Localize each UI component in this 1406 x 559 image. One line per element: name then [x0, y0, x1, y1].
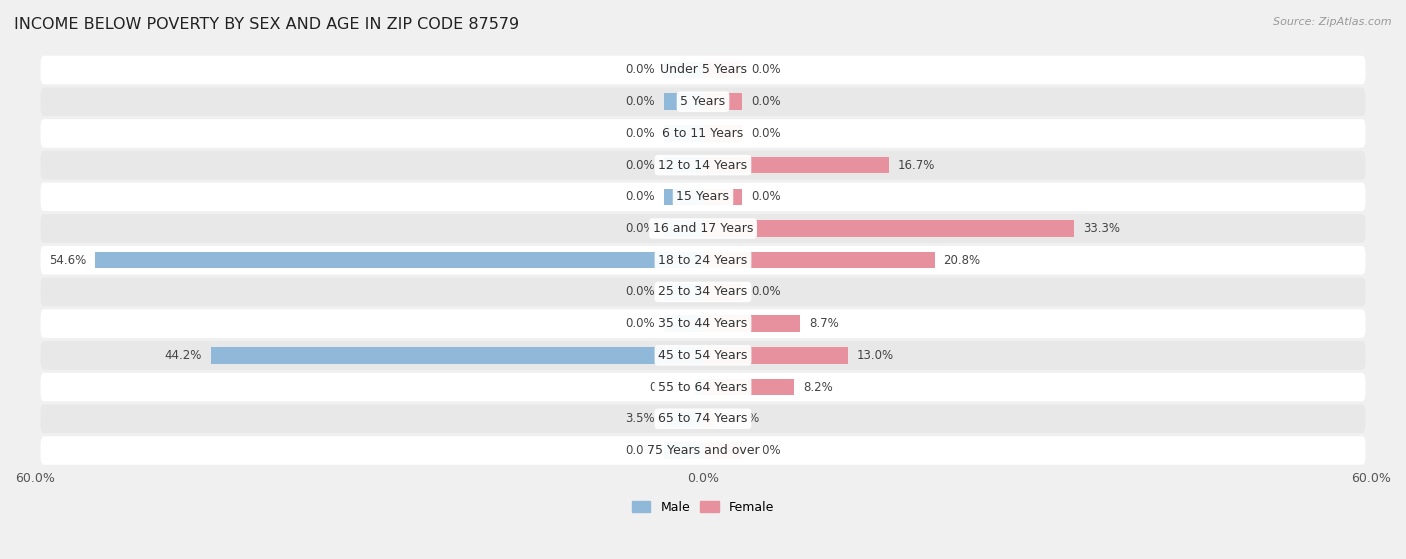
- Bar: [703, 379, 794, 395]
- Bar: [703, 93, 742, 110]
- Text: 16.7%: 16.7%: [898, 159, 935, 172]
- Text: 8.7%: 8.7%: [808, 317, 838, 330]
- Bar: [703, 188, 742, 205]
- FancyBboxPatch shape: [41, 309, 1365, 338]
- Text: 0.0%: 0.0%: [626, 159, 655, 172]
- Bar: [664, 315, 703, 332]
- Bar: [664, 188, 703, 205]
- Bar: [703, 315, 800, 332]
- Bar: [703, 410, 713, 427]
- Bar: [695, 379, 703, 395]
- Text: 0.0%: 0.0%: [626, 95, 655, 108]
- Text: 0.0%: 0.0%: [751, 190, 780, 203]
- Text: 0.0%: 0.0%: [626, 444, 655, 457]
- Text: 6 to 11 Years: 6 to 11 Years: [662, 127, 744, 140]
- Bar: [703, 347, 848, 363]
- Bar: [664, 125, 703, 141]
- FancyBboxPatch shape: [41, 405, 1365, 433]
- FancyBboxPatch shape: [41, 278, 1365, 306]
- Text: 13.0%: 13.0%: [856, 349, 894, 362]
- Bar: [703, 220, 1074, 237]
- Text: 35 to 44 Years: 35 to 44 Years: [658, 317, 748, 330]
- Text: 55 to 64 Years: 55 to 64 Years: [658, 381, 748, 394]
- Bar: [664, 157, 703, 173]
- Text: 20.8%: 20.8%: [943, 254, 980, 267]
- Bar: [703, 157, 889, 173]
- Text: 65 to 74 Years: 65 to 74 Years: [658, 413, 748, 425]
- FancyBboxPatch shape: [41, 436, 1365, 465]
- Bar: [703, 125, 742, 141]
- Text: 16 and 17 Years: 16 and 17 Years: [652, 222, 754, 235]
- Legend: Male, Female: Male, Female: [631, 501, 775, 514]
- Text: 18 to 24 Years: 18 to 24 Years: [658, 254, 748, 267]
- FancyBboxPatch shape: [41, 246, 1365, 274]
- Text: 0.0%: 0.0%: [626, 127, 655, 140]
- Bar: [664, 410, 703, 427]
- Text: 45 to 54 Years: 45 to 54 Years: [658, 349, 748, 362]
- Bar: [703, 284, 742, 300]
- Text: Source: ZipAtlas.com: Source: ZipAtlas.com: [1274, 17, 1392, 27]
- Text: 0.0%: 0.0%: [751, 444, 780, 457]
- Text: 0.0%: 0.0%: [751, 95, 780, 108]
- FancyBboxPatch shape: [41, 119, 1365, 148]
- Bar: [664, 442, 703, 459]
- Bar: [664, 93, 703, 110]
- Bar: [96, 252, 703, 268]
- Text: 0.92%: 0.92%: [723, 413, 759, 425]
- Text: 44.2%: 44.2%: [165, 349, 202, 362]
- Text: 75 Years and over: 75 Years and over: [647, 444, 759, 457]
- Text: INCOME BELOW POVERTY BY SEX AND AGE IN ZIP CODE 87579: INCOME BELOW POVERTY BY SEX AND AGE IN Z…: [14, 17, 519, 32]
- Text: 8.2%: 8.2%: [803, 381, 832, 394]
- FancyBboxPatch shape: [41, 183, 1365, 211]
- Bar: [211, 347, 703, 363]
- Text: 25 to 34 Years: 25 to 34 Years: [658, 286, 748, 299]
- Text: 0.0%: 0.0%: [626, 190, 655, 203]
- FancyBboxPatch shape: [41, 214, 1365, 243]
- Text: 0.0%: 0.0%: [751, 64, 780, 77]
- Text: 0.0%: 0.0%: [626, 222, 655, 235]
- Text: 12 to 14 Years: 12 to 14 Years: [658, 159, 748, 172]
- Bar: [664, 284, 703, 300]
- Text: 0.0%: 0.0%: [626, 64, 655, 77]
- Bar: [703, 252, 935, 268]
- FancyBboxPatch shape: [41, 341, 1365, 369]
- Text: 5 Years: 5 Years: [681, 95, 725, 108]
- Text: 0.71%: 0.71%: [650, 381, 686, 394]
- Text: 33.3%: 33.3%: [1083, 222, 1119, 235]
- Text: 0.0%: 0.0%: [626, 286, 655, 299]
- Bar: [664, 61, 703, 78]
- Text: 0.0%: 0.0%: [751, 286, 780, 299]
- FancyBboxPatch shape: [41, 87, 1365, 116]
- Text: 54.6%: 54.6%: [49, 254, 86, 267]
- FancyBboxPatch shape: [41, 373, 1365, 401]
- Text: 3.5%: 3.5%: [626, 413, 655, 425]
- Text: 0.0%: 0.0%: [751, 127, 780, 140]
- Text: 0.0%: 0.0%: [626, 317, 655, 330]
- FancyBboxPatch shape: [41, 56, 1365, 84]
- Bar: [664, 220, 703, 237]
- Bar: [703, 61, 742, 78]
- FancyBboxPatch shape: [41, 151, 1365, 179]
- Bar: [703, 442, 742, 459]
- Text: 15 Years: 15 Years: [676, 190, 730, 203]
- Text: Under 5 Years: Under 5 Years: [659, 64, 747, 77]
